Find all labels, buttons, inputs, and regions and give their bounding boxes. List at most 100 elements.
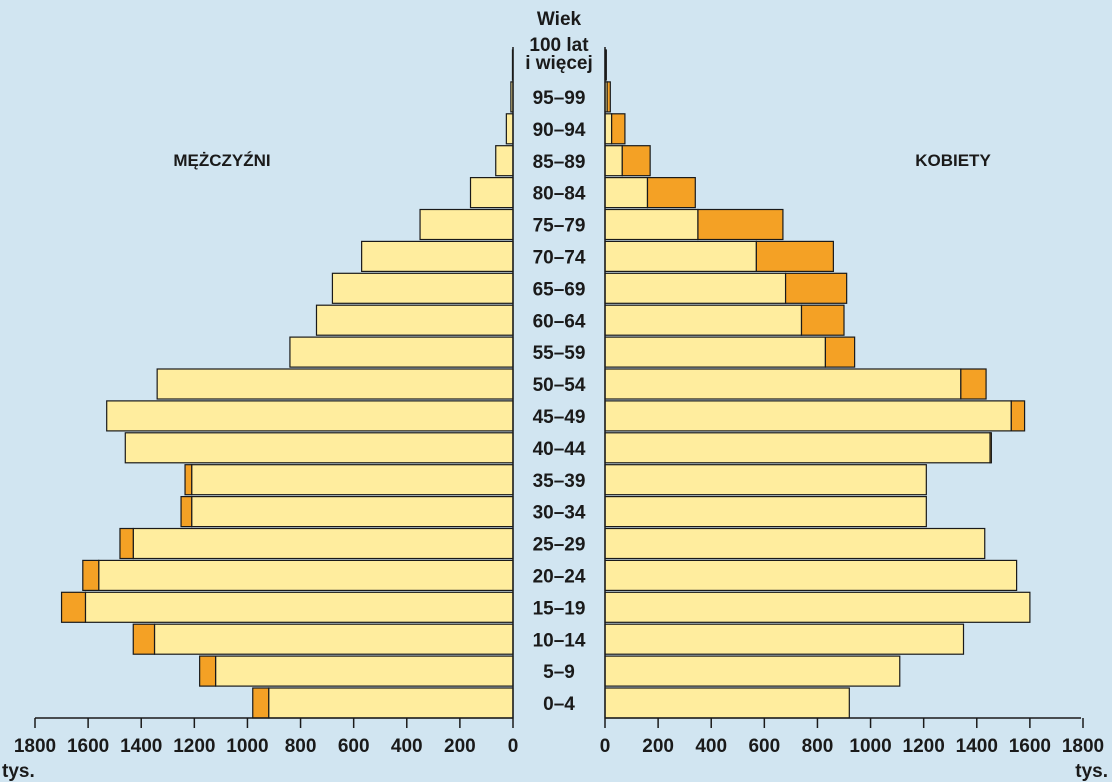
women-surplus-bar-12 [800,304,845,336]
men-bar-4 [98,559,514,592]
men-surplus-bar-5 [119,527,134,560]
women-surplus-bar-10 [960,368,987,400]
women-bar-16 [604,177,649,209]
women-bar-1 [604,655,901,687]
age-label-12: 60–64 [533,311,586,332]
right-tick-label-3: 600 [748,736,780,757]
left-tick-label-3: 600 [338,736,370,757]
left-tick-label-0: 0 [508,736,519,757]
right-tick-label-9: 1800 [1062,736,1104,757]
women-surplus-bar-14 [755,240,834,272]
ticks-layer: 0 0 200 200 400 400 600 600 800 800 1000 1000 1200 12… [14,718,1104,757]
women-bar-3 [604,591,1031,623]
women-bar-13 [604,272,787,304]
right-tick-label-6: 1200 [903,736,945,757]
men-bar-13 [331,272,514,304]
age-label-3: 15–19 [533,598,586,619]
right-tick-label-2: 400 [695,736,727,757]
axes-layer [35,47,1081,719]
left-tick-label-4: 800 [285,736,317,757]
men-bar-1 [214,655,514,687]
women-bar-14 [604,240,757,272]
age-label-10: 50–54 [533,375,586,396]
age-label-6: 30–34 [533,503,586,524]
age-label-1: 5–9 [543,662,575,683]
left-tick-label-9: 1800 [14,736,56,757]
left-tick-label-8: 1600 [67,736,109,757]
women-surplus-bar-17 [621,145,651,177]
age-label-11: 55–59 [533,343,586,364]
age-label-2: 10–14 [533,630,586,651]
men-bar-14 [361,240,514,272]
right-unit-label: tys. [1075,761,1108,782]
age-label-17: 85–89 [533,152,586,173]
women-bar-10 [604,368,962,400]
women-surplus-bar-15 [697,208,784,241]
women-bar-2 [604,623,965,655]
women-surplus-bar-13 [784,272,848,304]
age-labels-layer: 0–4 5–9 10–14 15–19 20–24 25–29 30–34 35–39 40–4… [525,35,593,715]
left-tick-label-7: 1400 [120,736,162,757]
men-bar-3 [84,591,514,623]
men-bar-9 [106,400,514,432]
right-tick-label-8: 1600 [1009,736,1051,757]
men-bar-5 [132,527,514,560]
women-bar-12 [604,304,803,336]
left-unit-label: tys. [2,761,35,782]
right-tick-label-1: 200 [642,736,674,757]
women-bar-6 [604,496,927,528]
right-tick-label-4: 800 [802,736,834,757]
age-label-0: 0–4 [543,694,575,715]
age-label-15: 75–79 [533,216,586,237]
men-bar-17 [495,145,514,177]
left-tick-label-1: 200 [444,736,476,757]
women-bar-5 [604,527,986,560]
left-tick-label-6: 1200 [173,736,215,757]
men-surplus-bar-3 [60,591,87,623]
men-bar-7 [191,464,514,496]
women-bar-17 [604,145,623,177]
women-surplus-bar-9 [1010,400,1026,432]
age-label-5: 25–29 [533,535,586,556]
men-bar-15 [419,208,514,241]
men-surplus-bar-2 [132,623,156,655]
women-bar-4 [604,559,1018,592]
men-bar-18 [505,113,514,145]
age-label-14: 70–74 [533,247,586,268]
men-surplus-bar-0 [252,687,270,719]
men-surplus-bar-6 [180,496,193,528]
age-label-18: 90–94 [533,120,586,141]
age-axis-title: Wiek [537,9,582,30]
men-bar-10 [156,368,514,400]
women-label: KOBIETY [915,151,991,170]
age-label-9: 45–49 [533,407,586,428]
right-tick-label-5: 1000 [849,736,891,757]
left-tick-label-5: 1000 [226,736,268,757]
age-label-4: 20–24 [533,566,586,587]
age-label-8: 40–44 [533,439,586,460]
men-surplus-bar-7 [184,464,193,496]
men-label: MĘŻCZYŹNI [173,151,270,170]
men-bar-6 [191,496,514,528]
age-label-19: 95–99 [533,88,586,109]
women-surplus-bar-18 [611,113,626,145]
bars-layer [60,49,1031,719]
men-bar-0 [268,687,514,719]
men-surplus-bar-4 [82,559,100,592]
women-bar-11 [604,336,827,368]
age-label-20: 100 lat i więcej [525,35,593,74]
men-bar-11 [289,336,514,368]
men-bar-8 [124,432,514,464]
women-bar-15 [604,208,699,241]
age-label-13: 65–69 [533,279,586,300]
women-bar-8 [604,432,991,464]
women-bar-7 [604,464,927,496]
age-label-16: 80–84 [533,184,586,205]
women-surplus-bar-16 [646,177,696,209]
age-label-7: 35–39 [533,471,586,492]
right-tick-label-7: 1400 [956,736,998,757]
men-bar-12 [315,304,514,336]
women-surplus-bar-8 [989,432,992,464]
men-bar-2 [153,623,514,655]
